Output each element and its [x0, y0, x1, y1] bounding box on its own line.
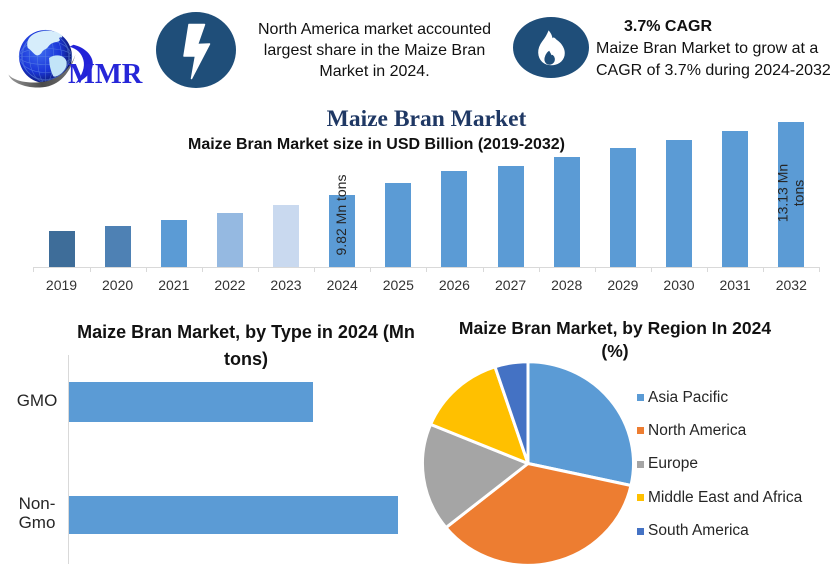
svg-text:MMR: MMR: [68, 59, 143, 90]
